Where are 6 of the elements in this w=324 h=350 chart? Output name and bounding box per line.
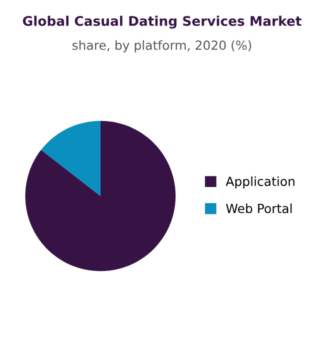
legend-label: Web Portal: [226, 204, 292, 214]
pie-slice: [25, 120, 176, 272]
pie-slice: [41, 120, 100, 196]
chart-title: Global Casual Dating Services Market: [22, 16, 302, 29]
chart-subtitle: share, by platform, 2020 (%): [72, 40, 252, 52]
legend-label: Application: [226, 176, 294, 188]
